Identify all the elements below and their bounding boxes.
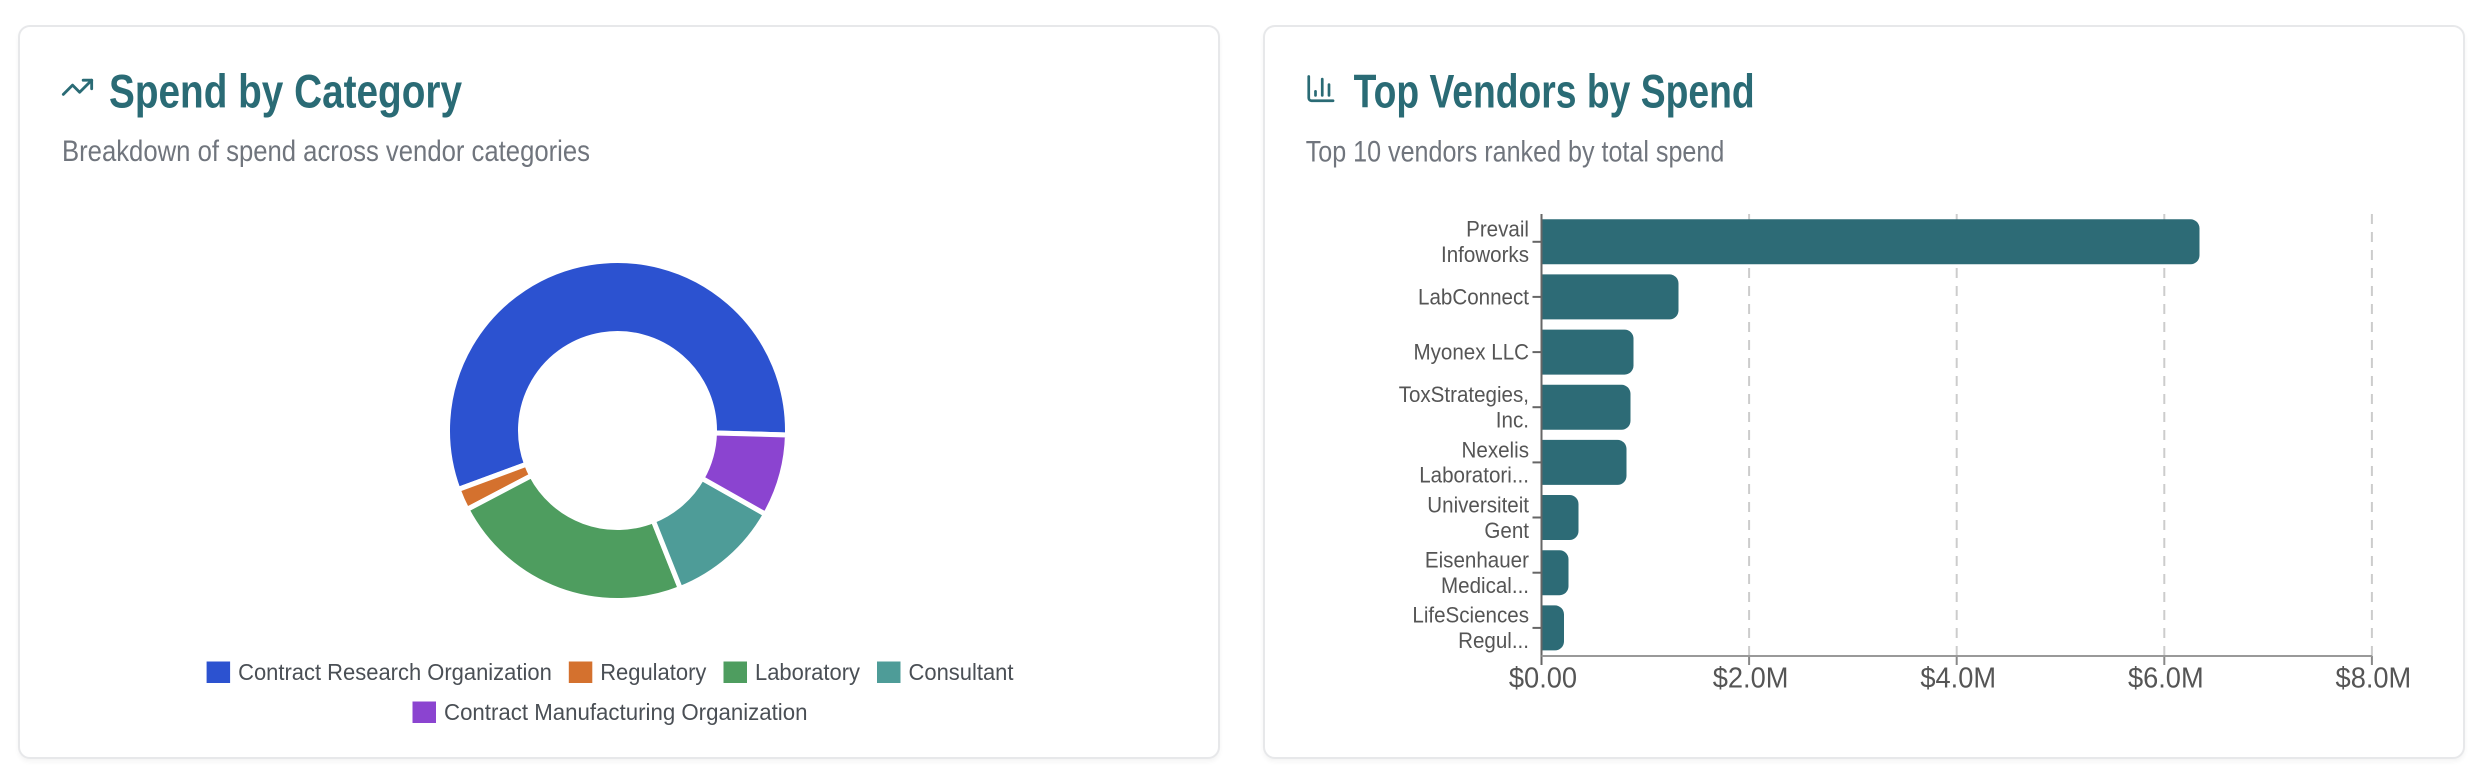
svg-text:Universiteit: Universiteit	[1427, 492, 1529, 517]
svg-text:Contract Research Organization: Contract Research Organization	[238, 659, 552, 685]
svg-text:Eisenhauer: Eisenhauer	[1425, 548, 1529, 573]
svg-text:Consultant: Consultant	[909, 659, 1015, 685]
svg-text:Regul...: Regul...	[1458, 628, 1529, 653]
svg-text:$6.0M: $6.0M	[2128, 663, 2204, 695]
svg-text:Gent: Gent	[1484, 518, 1529, 543]
svg-text:LabConnect: LabConnect	[1418, 285, 1529, 310]
svg-text:Nexelis: Nexelis	[1462, 437, 1530, 462]
svg-text:$2.0M: $2.0M	[1713, 663, 1789, 695]
svg-text:LifeSciences: LifeSciences	[1412, 603, 1529, 628]
svg-text:Myonex LLC: Myonex LLC	[1414, 340, 1530, 365]
svg-text:Top Vendors by Spend: Top Vendors by Spend	[1354, 65, 1755, 118]
svg-text:ToxStrategies,: ToxStrategies,	[1399, 382, 1529, 407]
svg-text:Top 10 vendors ranked by total: Top 10 vendors ranked by total spend	[1306, 136, 1725, 169]
svg-text:Inc.: Inc.	[1496, 408, 1529, 433]
svg-text:$0.00: $0.00	[1509, 663, 1577, 695]
svg-text:Medical...: Medical...	[1441, 573, 1529, 598]
svg-text:Laboratory: Laboratory	[755, 659, 860, 685]
svg-text:Spend by Category: Spend by Category	[109, 65, 462, 118]
svg-text:Breakdown of spend across vend: Breakdown of spend across vendor categor…	[62, 135, 590, 168]
svg-text:$4.0M: $4.0M	[1920, 663, 1996, 695]
svg-text:$8.0M: $8.0M	[2336, 663, 2412, 695]
svg-text:Infoworks: Infoworks	[1441, 242, 1529, 267]
svg-text:Laboratori...: Laboratori...	[1419, 463, 1529, 488]
svg-text:Prevail: Prevail	[1466, 217, 1529, 242]
svg-text:Contract Manufacturing Organiz: Contract Manufacturing Organization	[444, 699, 808, 725]
svg-text:Regulatory: Regulatory	[600, 659, 707, 685]
